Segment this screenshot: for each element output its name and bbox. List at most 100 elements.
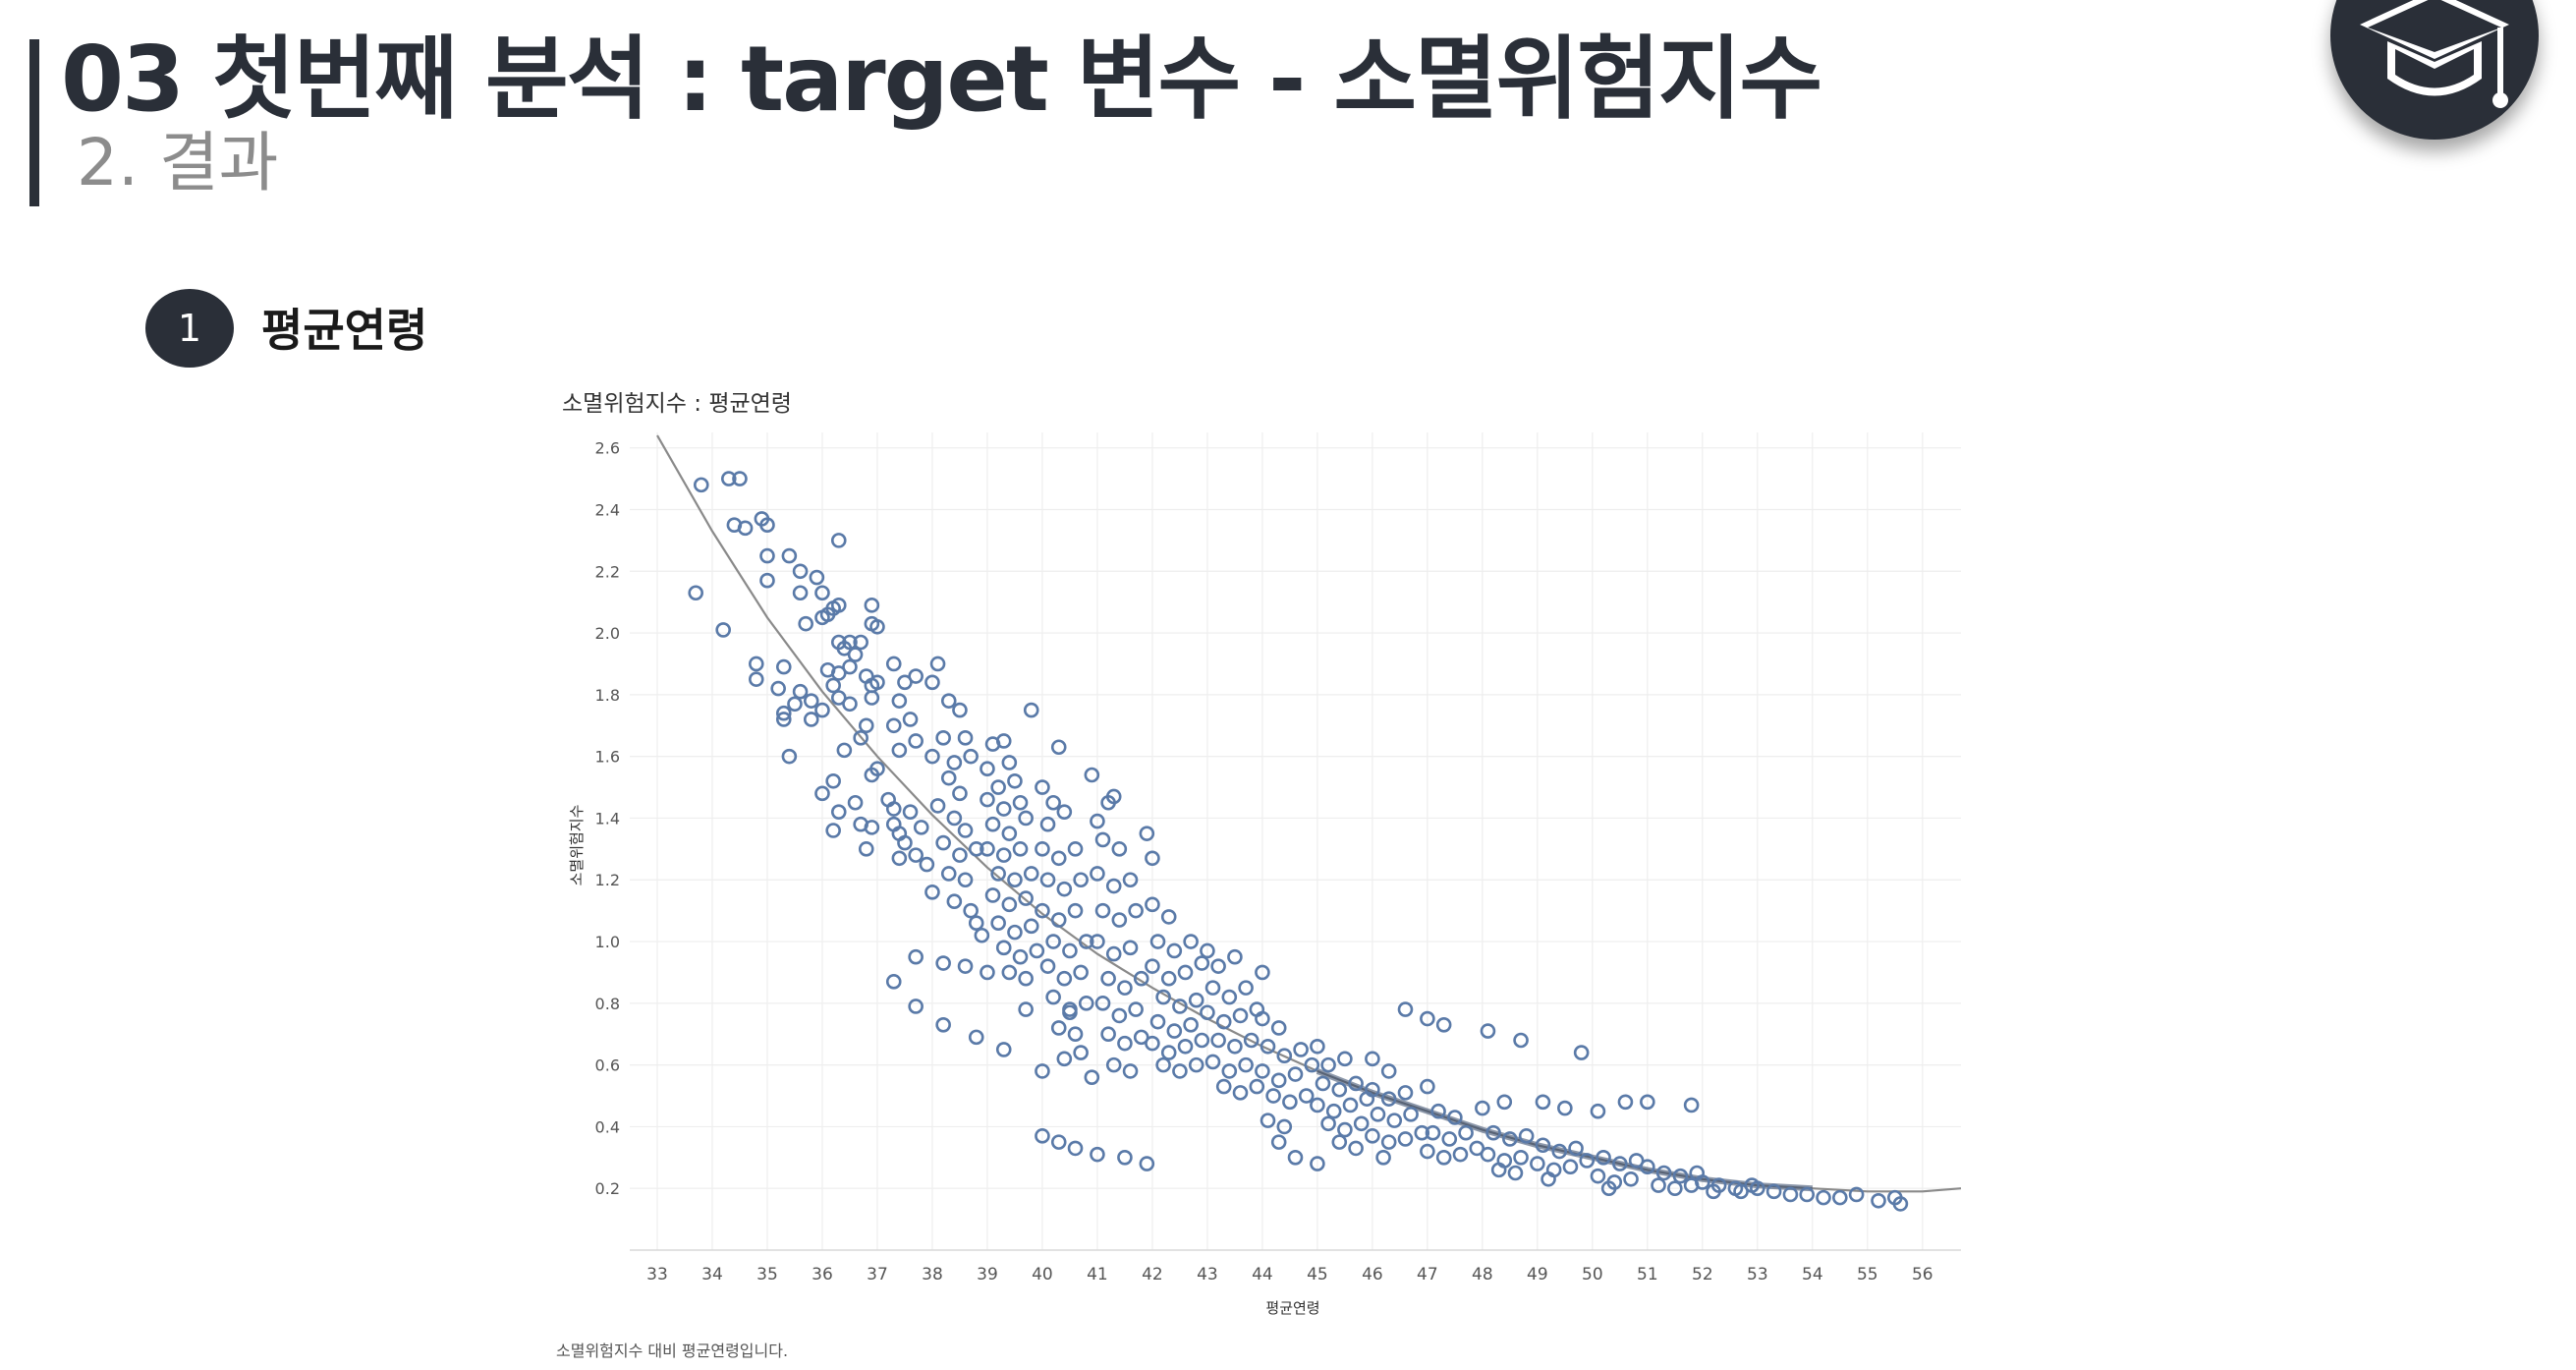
data-point bbox=[910, 999, 923, 1012]
x-tick-label: 51 bbox=[1637, 1265, 1658, 1284]
y-tick-label: 0.4 bbox=[595, 1117, 620, 1136]
data-point bbox=[1515, 1034, 1528, 1047]
data-point bbox=[1086, 769, 1098, 781]
trend-line-layer bbox=[657, 435, 1961, 1191]
data-point bbox=[772, 682, 785, 695]
data-point bbox=[910, 950, 923, 963]
data-point bbox=[1075, 1047, 1088, 1059]
data-point bbox=[1272, 1136, 1285, 1149]
y-tick-label: 1.0 bbox=[595, 933, 620, 951]
data-point bbox=[1130, 904, 1143, 917]
data-point bbox=[1322, 1117, 1335, 1130]
data-point bbox=[1196, 957, 1208, 970]
data-point bbox=[953, 849, 966, 862]
data-point bbox=[965, 904, 978, 917]
data-point bbox=[827, 774, 840, 787]
data-point bbox=[717, 623, 730, 636]
data-point bbox=[838, 744, 851, 757]
data-point bbox=[1003, 898, 1016, 911]
data-point bbox=[1377, 1151, 1390, 1164]
data-point bbox=[1818, 1191, 1830, 1204]
data-point bbox=[1355, 1117, 1368, 1130]
x-tick-label: 37 bbox=[867, 1265, 888, 1284]
data-point bbox=[1515, 1151, 1528, 1164]
data-point bbox=[986, 888, 999, 901]
data-point bbox=[1075, 966, 1088, 979]
data-point bbox=[1113, 914, 1126, 927]
data-point bbox=[1069, 1142, 1082, 1155]
data-point bbox=[1025, 704, 1037, 716]
y-tick-label: 2.6 bbox=[595, 439, 620, 458]
x-tick-label: 52 bbox=[1692, 1265, 1713, 1284]
data-point bbox=[931, 657, 944, 670]
data-point bbox=[1498, 1096, 1511, 1109]
x-tick-label: 34 bbox=[701, 1265, 723, 1284]
data-point bbox=[1399, 1132, 1412, 1145]
data-point bbox=[1228, 950, 1241, 963]
x-tick-label: 46 bbox=[1362, 1265, 1383, 1284]
data-point bbox=[1344, 1099, 1357, 1112]
data-point bbox=[827, 825, 840, 837]
data-point bbox=[1041, 960, 1054, 973]
data-point bbox=[997, 1043, 1010, 1056]
y-tick-label: 1.4 bbox=[595, 809, 620, 828]
data-point bbox=[1014, 950, 1027, 963]
data-point bbox=[1162, 910, 1175, 923]
x-tick-label: 41 bbox=[1087, 1265, 1108, 1284]
data-point bbox=[1124, 1064, 1137, 1077]
data-point bbox=[1283, 1096, 1296, 1109]
data-point bbox=[1251, 1080, 1263, 1093]
x-tick-label: 53 bbox=[1747, 1265, 1768, 1284]
data-point bbox=[1327, 1105, 1340, 1117]
data-point bbox=[1031, 944, 1043, 957]
data-point bbox=[1261, 1114, 1274, 1127]
data-point bbox=[1118, 1151, 1131, 1164]
data-point bbox=[937, 957, 950, 970]
data-point bbox=[1008, 774, 1021, 787]
data-point bbox=[893, 852, 906, 865]
data-point bbox=[992, 781, 1005, 794]
x-tick-label: 33 bbox=[646, 1265, 668, 1284]
data-point bbox=[997, 803, 1010, 816]
data-point bbox=[942, 867, 955, 880]
x-tick-label: 49 bbox=[1527, 1265, 1548, 1284]
data-point bbox=[1107, 947, 1120, 960]
data-point bbox=[794, 685, 807, 698]
data-point bbox=[1096, 904, 1109, 917]
data-point bbox=[1014, 796, 1027, 809]
data-point bbox=[959, 825, 972, 837]
data-point bbox=[1162, 972, 1175, 985]
data-point bbox=[1592, 1170, 1604, 1182]
data-point bbox=[1333, 1083, 1346, 1096]
chart-caption: 소멸위험지수 대비 평균연령입니다. bbox=[556, 1338, 788, 1361]
data-point bbox=[1196, 1034, 1208, 1047]
data-point bbox=[843, 660, 856, 673]
data-point bbox=[893, 695, 906, 708]
data-point bbox=[1185, 1018, 1198, 1031]
x-tick-label: 48 bbox=[1472, 1265, 1493, 1284]
x-tick-label: 56 bbox=[1912, 1265, 1933, 1284]
data-point bbox=[942, 771, 955, 784]
x-tick-label: 35 bbox=[756, 1265, 778, 1284]
data-point bbox=[1058, 972, 1071, 985]
data-point bbox=[910, 734, 923, 747]
data-point bbox=[1833, 1191, 1846, 1204]
data-point bbox=[1388, 1114, 1401, 1127]
data-point bbox=[1173, 1064, 1186, 1077]
data-point bbox=[948, 895, 961, 908]
data-point bbox=[1300, 1090, 1313, 1103]
data-point bbox=[860, 719, 872, 732]
data-point bbox=[910, 670, 923, 683]
data-point bbox=[832, 806, 845, 819]
data-point bbox=[827, 679, 840, 692]
data-point bbox=[1625, 1172, 1638, 1185]
data-point bbox=[1124, 942, 1137, 954]
chart-title: 소멸위험지수 : 평균연령 bbox=[562, 391, 792, 417]
data-point bbox=[1069, 1028, 1082, 1041]
y-tick-label: 1.8 bbox=[595, 686, 620, 705]
data-point bbox=[1350, 1142, 1363, 1155]
data-point bbox=[937, 836, 950, 849]
data-point bbox=[777, 660, 790, 673]
trend-line bbox=[657, 435, 1961, 1191]
data-point bbox=[887, 657, 900, 670]
